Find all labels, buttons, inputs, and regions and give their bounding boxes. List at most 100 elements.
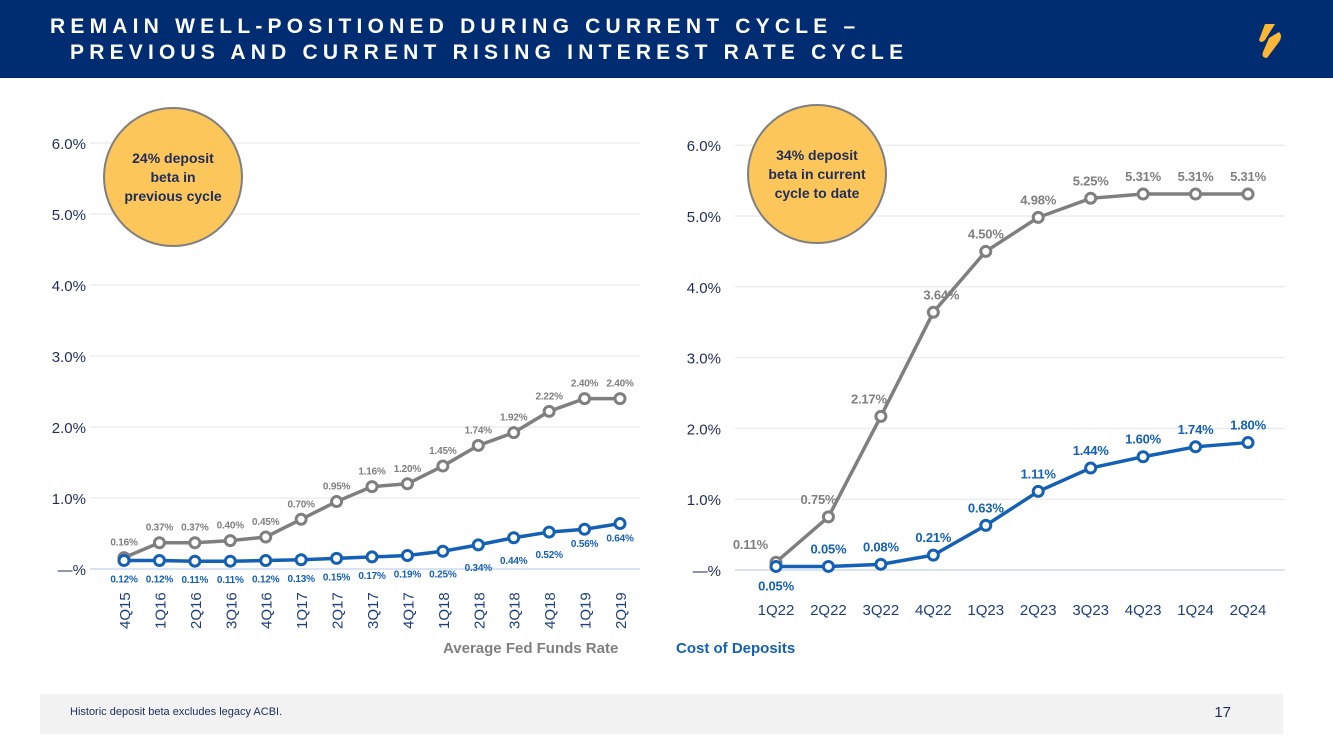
- cost-of-deposits-line: [776, 440, 1249, 569]
- x-tick-label: 2Q17: [330, 592, 347, 629]
- title-line-2: PREVIOUS AND CURRENT RISING INTEREST RAT…: [70, 41, 909, 64]
- data-label: 1.44%: [1073, 443, 1110, 458]
- data-point: [542, 525, 556, 539]
- data-label: 1.16%: [358, 467, 386, 478]
- x-tick-label: 4Q17: [400, 592, 417, 629]
- y-tick-label: 3.0%: [687, 351, 721, 368]
- x-tick-label: 4Q22: [915, 602, 952, 619]
- x-tick-label: 4Q23: [1125, 602, 1162, 619]
- data-point: [188, 554, 202, 568]
- y-tick-label: 1.0%: [687, 492, 721, 509]
- x-tick-label: 1Q24: [1177, 602, 1214, 619]
- beta-callout-previous: 24% deposit beta in previous cycle: [103, 107, 243, 247]
- data-point: [926, 305, 940, 319]
- data-point: [507, 531, 521, 545]
- data-point: [613, 392, 627, 406]
- data-label: 5.31%: [1125, 169, 1162, 184]
- data-label: 0.21%: [915, 530, 952, 545]
- data-point: [294, 512, 308, 526]
- title-line-1: REMAIN WELL-POSITIONED DURING CURRENT CY…: [50, 15, 861, 38]
- data-point: [1031, 210, 1045, 224]
- y-tick-label: 4.0%: [687, 280, 721, 297]
- data-label: 5.25%: [1073, 173, 1110, 188]
- data-point: [821, 559, 835, 573]
- data-point: [223, 534, 237, 548]
- data-point: [471, 538, 485, 552]
- data-point: [400, 549, 414, 563]
- data-point: [1241, 187, 1255, 201]
- data-label: 0.05%: [758, 578, 795, 593]
- data-point: [471, 438, 485, 452]
- callout-text: 24% deposit beta in previous cycle: [124, 149, 222, 204]
- data-label: 1.92%: [500, 413, 528, 424]
- footer: Historic deposit beta excludes legacy AC…: [40, 694, 1283, 734]
- x-tick-label: 1Q23: [967, 602, 1004, 619]
- data-label: 0.05%: [811, 541, 848, 556]
- data-point: [1241, 436, 1255, 450]
- data-point: [874, 409, 888, 423]
- data-label: 0.15%: [323, 572, 351, 583]
- data-point: [152, 536, 166, 550]
- y-tick-label: 5.0%: [52, 207, 86, 224]
- data-point: [436, 544, 450, 558]
- data-label: 5.31%: [1178, 169, 1215, 184]
- data-label: 5.31%: [1230, 169, 1267, 184]
- charts-canvas: —% 1.0% 2.0% 3.0% 4.0% 5.0% 6.0% 4Q15 1Q16 2Q16 3Q…: [52, 136, 1285, 629]
- data-label: 4.50%: [968, 226, 1005, 241]
- data-label: 0.19%: [394, 570, 422, 581]
- data-label: 2.40%: [571, 379, 599, 390]
- data-point: [400, 477, 414, 491]
- legend-cost-of-deposits: Cost of Deposits: [676, 640, 796, 657]
- data-point: [117, 553, 131, 567]
- data-label: 1.74%: [1178, 422, 1215, 437]
- data-point: [979, 518, 993, 532]
- data-point: [223, 554, 237, 568]
- x-tick-label: 3Q22: [863, 602, 900, 619]
- data-label: 1.45%: [429, 446, 457, 457]
- data-label: 0.11%: [181, 575, 208, 586]
- x-tick-label: 1Q22: [758, 602, 795, 619]
- data-point: [1084, 191, 1098, 205]
- data-label: 0.13%: [287, 574, 315, 585]
- x-tick-label: 2Q23: [1020, 602, 1057, 619]
- x-tick-label: 2Q24: [1230, 602, 1267, 619]
- data-point: [330, 495, 344, 509]
- data-point: [259, 553, 273, 567]
- data-label: 4.98%: [1020, 192, 1057, 207]
- data-point: [188, 536, 202, 550]
- page-title: REMAIN WELL-POSITIONED DURING CURRENT CY…: [50, 14, 908, 66]
- data-point: [365, 550, 379, 564]
- x-tick-label: 3Q23: [1072, 602, 1109, 619]
- page-number: 17: [1214, 704, 1231, 721]
- x-tick-label: 2Q18: [471, 592, 488, 629]
- data-point: [365, 480, 379, 494]
- data-label: 0.95%: [323, 482, 351, 493]
- data-label: 0.52%: [535, 550, 563, 561]
- data-label: 1.11%: [1021, 466, 1057, 481]
- data-label: 1.80%: [1230, 418, 1267, 433]
- data-label: 0.37%: [181, 523, 209, 534]
- data-point: [821, 510, 835, 524]
- x-tick-label: 3Q16: [223, 592, 240, 629]
- x-tick-label: 1Q19: [578, 592, 595, 629]
- data-point: [152, 553, 166, 567]
- x-tick-label: 4Q15: [117, 592, 134, 629]
- y-tick-label: 6.0%: [52, 136, 86, 153]
- data-label: 0.16%: [110, 538, 138, 549]
- data-label: 0.11%: [733, 537, 769, 552]
- y-tick-label: —%: [693, 563, 721, 580]
- data-label: 0.11%: [217, 575, 244, 586]
- data-point: [1189, 440, 1203, 454]
- footnote: Historic deposit beta excludes legacy AC…: [70, 706, 283, 718]
- legend-fed-funds: Average Fed Funds Rate: [443, 640, 619, 657]
- data-label: 0.12%: [252, 574, 280, 585]
- data-point: [1189, 187, 1203, 201]
- data-point: [979, 244, 993, 258]
- y-tick-label: 2.0%: [687, 421, 721, 438]
- data-label: 0.34%: [465, 563, 493, 574]
- y-tick-label: —%: [58, 562, 86, 579]
- x-tick-label: 1Q17: [294, 592, 311, 629]
- data-label: 3.64%: [923, 287, 960, 302]
- data-point: [769, 559, 783, 573]
- data-point: [926, 548, 940, 562]
